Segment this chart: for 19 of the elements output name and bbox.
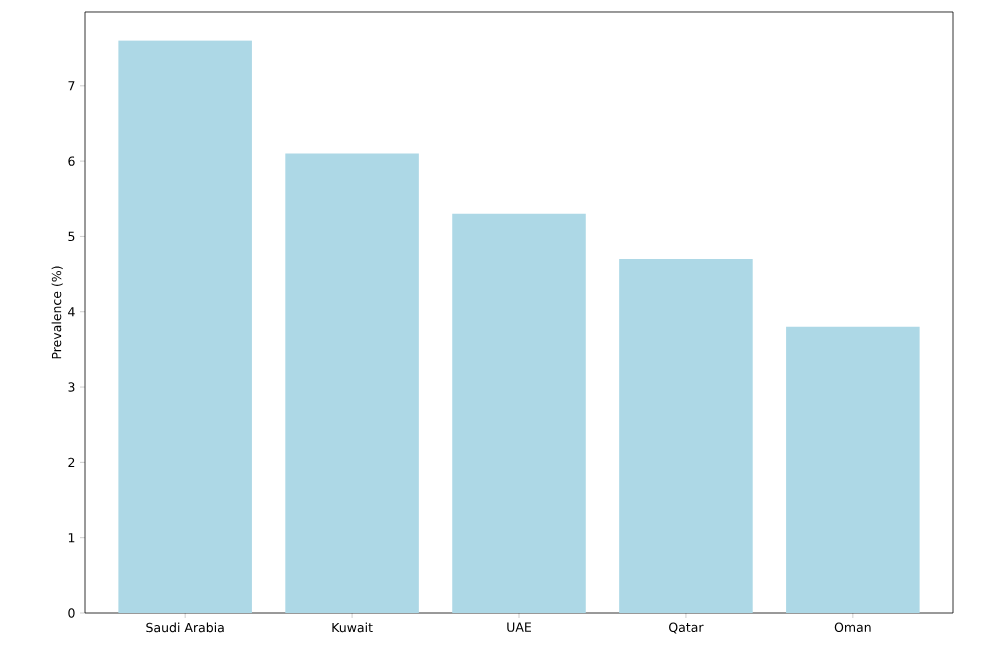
y-tick-label: 1 — [68, 533, 75, 543]
x-tick-label: Qatar — [669, 622, 704, 634]
y-tick-label: 7 — [68, 81, 75, 91]
bar — [285, 153, 419, 613]
x-tick-label: Saudi Arabia — [146, 622, 224, 633]
bar — [118, 40, 252, 613]
y-tick-label: 3 — [68, 382, 75, 392]
y-tick-label: 6 — [68, 156, 75, 166]
y-axis-title: Prevalence (%) — [51, 266, 63, 359]
bar — [452, 213, 586, 613]
y-tick-label: 0 — [68, 608, 75, 618]
bar — [619, 259, 753, 613]
x-tick-label: UAE — [507, 622, 532, 632]
bar — [786, 326, 920, 613]
y-tick-label: 4 — [68, 307, 75, 317]
y-tick-label: 5 — [68, 231, 75, 242]
y-tick-label: 2 — [68, 457, 75, 468]
x-tick-label: Kuwait — [332, 622, 373, 633]
x-tick-label: Oman — [834, 622, 871, 633]
